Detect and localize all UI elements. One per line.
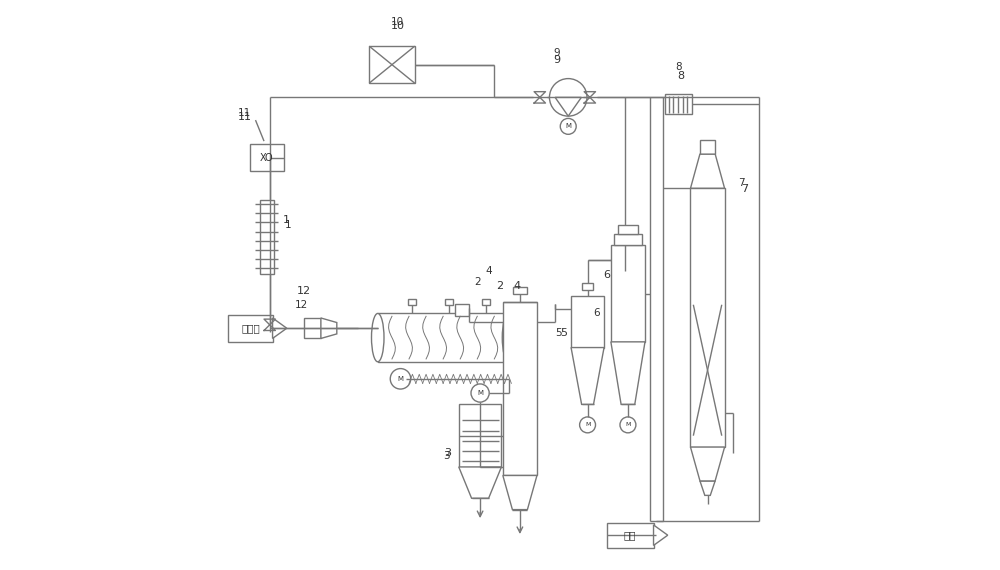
Text: 1: 1	[283, 215, 290, 225]
Text: 出料: 出料	[624, 530, 636, 540]
Text: XO: XO	[260, 153, 274, 162]
Text: 4: 4	[513, 281, 521, 291]
Bar	[571, 296, 604, 348]
Text: 1: 1	[285, 220, 292, 230]
Bar	[618, 225, 638, 234]
Bar	[369, 46, 415, 83]
Bar	[228, 315, 273, 342]
Bar	[582, 283, 593, 290]
Bar	[700, 140, 715, 154]
Circle shape	[390, 369, 411, 389]
Polygon shape	[503, 475, 537, 510]
Circle shape	[549, 79, 587, 116]
Polygon shape	[690, 154, 725, 188]
Bar	[607, 523, 654, 548]
Text: M: M	[585, 422, 590, 428]
Polygon shape	[700, 481, 715, 495]
Text: 7: 7	[741, 185, 748, 194]
Bar	[503, 302, 537, 475]
Polygon shape	[690, 447, 725, 481]
Text: 2: 2	[496, 281, 504, 291]
Text: M: M	[397, 376, 403, 382]
Polygon shape	[571, 348, 604, 404]
Text: 3: 3	[443, 450, 449, 461]
Text: M: M	[565, 123, 571, 129]
Text: 8: 8	[675, 62, 682, 72]
Text: M: M	[625, 422, 631, 428]
Text: 2: 2	[474, 277, 481, 287]
Text: M: M	[477, 390, 483, 396]
Bar	[690, 188, 725, 447]
Ellipse shape	[502, 314, 515, 362]
Circle shape	[471, 384, 489, 402]
Text: 7: 7	[738, 178, 745, 188]
Text: 5: 5	[560, 328, 567, 339]
Text: 10: 10	[391, 17, 404, 27]
Bar	[408, 299, 416, 305]
Polygon shape	[321, 318, 337, 339]
Text: 6: 6	[603, 270, 610, 280]
Text: 10: 10	[391, 21, 405, 31]
Text: 3: 3	[444, 448, 451, 458]
Bar	[611, 245, 645, 342]
Text: 4: 4	[485, 266, 492, 276]
Text: 8: 8	[677, 71, 684, 81]
Text: 11: 11	[238, 112, 252, 122]
Bar	[445, 299, 453, 305]
Circle shape	[560, 119, 576, 135]
Bar	[260, 200, 274, 274]
Bar	[455, 304, 469, 316]
Bar	[665, 94, 692, 115]
Text: 9: 9	[553, 55, 560, 66]
Text: 5: 5	[555, 328, 562, 339]
Polygon shape	[459, 467, 501, 498]
Polygon shape	[555, 97, 581, 116]
Circle shape	[580, 417, 596, 433]
Bar	[513, 287, 527, 294]
Ellipse shape	[371, 314, 384, 362]
Bar	[378, 314, 509, 362]
Text: 9: 9	[554, 48, 560, 58]
Circle shape	[620, 417, 636, 433]
Polygon shape	[654, 525, 668, 545]
Bar	[304, 318, 321, 339]
Text: 12: 12	[297, 286, 311, 296]
Text: 6: 6	[593, 308, 600, 319]
Polygon shape	[611, 342, 645, 404]
Bar	[482, 299, 490, 305]
Text: 12: 12	[294, 300, 308, 310]
Bar	[250, 144, 284, 171]
Bar	[614, 234, 642, 245]
Polygon shape	[273, 318, 287, 339]
Bar	[459, 404, 501, 467]
Text: 11: 11	[238, 108, 251, 118]
Text: 湿物料: 湿物料	[241, 323, 260, 333]
